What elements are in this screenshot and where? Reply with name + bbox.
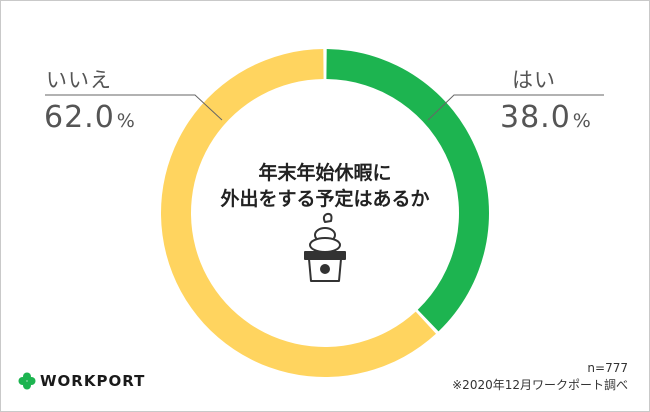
leader-line-yes — [427, 94, 604, 121]
pie-slice-no — [160, 49, 437, 377]
pie-slice-yes — [326, 49, 489, 332]
logo-text: WORKPORT — [40, 372, 146, 390]
workport-logo: WORKPORT — [18, 372, 145, 390]
label-yes-value: 38.0% — [500, 100, 592, 135]
label-yes-number: 38.0 — [500, 100, 571, 135]
footer-note: n=777 ※2020年12月ワークポート調べ — [452, 360, 628, 394]
chart-title-line-1: 年末年始休暇に — [258, 162, 392, 184]
label-yes-name: はい — [512, 68, 556, 92]
clover-icon — [18, 372, 36, 390]
label-no-number: 62.0 — [44, 100, 115, 135]
label-yes-unit: % — [572, 110, 592, 132]
chart-title: 年末年始休暇に 外出をする予定はあるか — [200, 160, 450, 212]
label-no-unit: % — [116, 110, 136, 132]
label-no-name: いいえ — [46, 68, 112, 92]
leader-line-no — [45, 94, 223, 121]
chart-title-line-2: 外出をする予定はあるか — [220, 188, 430, 210]
label-no-value: 62.0% — [44, 100, 136, 135]
kagami-mochi-icon — [304, 212, 346, 282]
sample-size: n=777 — [587, 361, 628, 375]
source-note: ※2020年12月ワークポート調べ — [452, 378, 628, 392]
